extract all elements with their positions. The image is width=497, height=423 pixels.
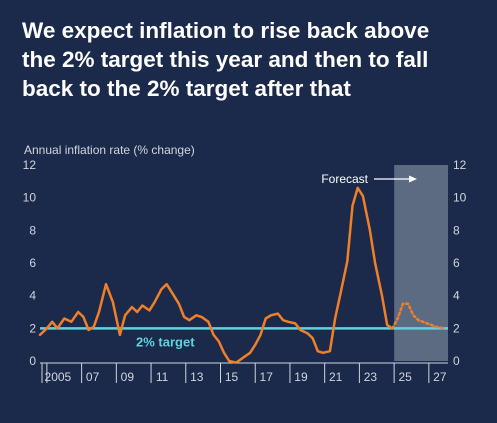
y-tick-label-left: 6 <box>29 256 36 270</box>
x-tick-label: 25 <box>398 370 412 384</box>
x-tick-label: 2005 <box>45 370 72 384</box>
x-tick-label: 19 <box>294 370 308 384</box>
forecast-arrow-head <box>409 175 417 183</box>
x-tick-label: 11 <box>156 370 169 384</box>
forecast-label: Forecast <box>321 172 368 186</box>
y-axis-left: 0 2 4 6 8 10 12 <box>23 158 37 368</box>
x-tick-label: 07 <box>86 370 100 384</box>
y-tick-label-right: 2 <box>453 321 460 335</box>
y-tick-label-right: 12 <box>453 158 467 172</box>
headline-line-1: We expect inflation to rise back above <box>22 18 430 43</box>
y-tick-label-left: 4 <box>29 289 36 303</box>
y-axis-right: 0 2 4 6 8 10 12 <box>453 158 467 368</box>
x-tick-label: 15 <box>225 370 239 384</box>
headline: We expect inflation to rise back above t… <box>22 16 482 103</box>
forecast-series-line <box>391 302 446 330</box>
y-tick-label-left: 12 <box>23 158 37 172</box>
y-tick-label-left: 0 <box>29 354 36 368</box>
x-tick-label: 09 <box>121 370 135 384</box>
y-tick-label-right: 6 <box>453 256 460 270</box>
actual-series-line <box>38 186 394 364</box>
x-tick-label: 23 <box>364 370 378 384</box>
series-group <box>38 186 446 364</box>
y-tick-label-right: 0 <box>453 354 460 368</box>
y-tick-label-left: 10 <box>23 191 37 205</box>
headline-line-2: the 2% target this year and then to fall <box>22 47 429 72</box>
y-axis-title: Annual inflation rate (% change) <box>24 143 195 157</box>
forecast-shade <box>394 165 448 361</box>
x-tick-label: 27 <box>433 370 447 384</box>
target-label: 2% target <box>136 334 195 349</box>
x-tick-label: 17 <box>260 370 274 384</box>
x-tick-label: 21 <box>329 370 343 384</box>
y-tick-label-right: 8 <box>453 223 460 237</box>
y-tick-label-left: 8 <box>29 223 36 237</box>
x-tick-label: 13 <box>190 370 204 384</box>
x-axis: 2005 07 09 11 13 15 17 19 21 23 25 27 <box>41 363 447 384</box>
y-tick-label-right: 4 <box>453 289 460 303</box>
y-tick-label-left: 2 <box>29 321 36 335</box>
headline-line-3: back to the 2% target after that <box>22 76 351 101</box>
y-tick-label-right: 10 <box>453 191 467 205</box>
forecast-arrow <box>374 175 417 183</box>
